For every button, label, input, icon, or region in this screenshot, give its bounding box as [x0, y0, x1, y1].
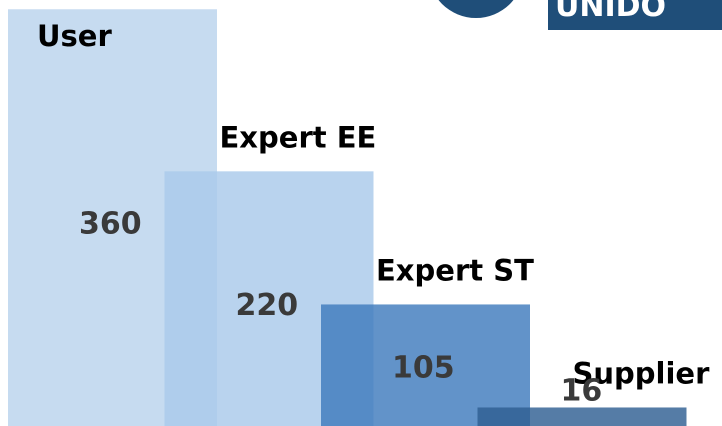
category-label: User [37, 19, 112, 53]
value-label: 360 [79, 207, 142, 242]
bar [477, 407, 687, 426]
category-label: Supplier [573, 356, 711, 390]
category-label: Expert EE [220, 120, 377, 154]
value-label: 16 [561, 374, 603, 409]
bar [321, 304, 530, 426]
category-label: Expert ST [376, 253, 534, 287]
value-label: 105 [392, 350, 455, 385]
logo-box [548, 0, 722, 30]
logo-text: UNIDO [555, 0, 666, 24]
logo-circle [438, 0, 514, 18]
value-label: 220 [236, 288, 299, 323]
